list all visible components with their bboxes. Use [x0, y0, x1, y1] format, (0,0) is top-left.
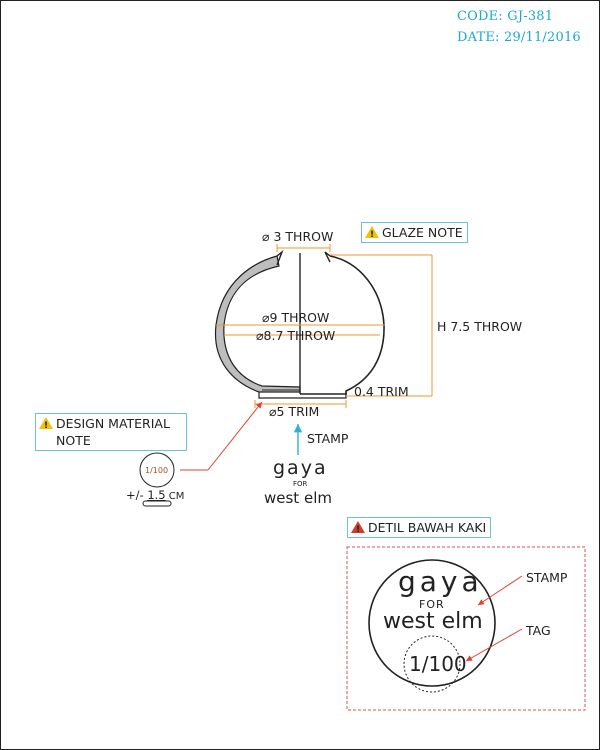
- warning-icon: [39, 417, 53, 435]
- detil-note[interactable]: DETIL BAWAH KAKI: [347, 517, 492, 539]
- tolerance-label: +/- 1.5 CM: [126, 488, 184, 502]
- detail-box: [346, 546, 586, 711]
- detail-tag-leader: [465, 628, 523, 662]
- detail-stamp-leader: [477, 575, 523, 606]
- tolerance-bar: [142, 500, 172, 507]
- vase-neck-left: [276, 249, 284, 266]
- detail-brand-for: FOR: [419, 598, 445, 611]
- design-material-line2: NOTE: [56, 433, 91, 448]
- design-material-note[interactable]: DESIGN MATERIAL NOTE: [35, 413, 187, 451]
- brand-retailer: west elm: [264, 489, 332, 507]
- brand-for: FOR: [293, 480, 308, 488]
- dim-width-throw: ⌀9 THROW: [262, 310, 330, 325]
- tolerance-unit: CM: [165, 491, 185, 502]
- warning-icon: [365, 226, 379, 244]
- dimension-lines: [216, 244, 433, 408]
- dim-height: H 7.5 THROW: [437, 319, 523, 334]
- glaze-note-label: GLAZE NOTE: [382, 225, 463, 240]
- vase-base: [258, 392, 347, 399]
- tolerance-value: 1.5: [147, 488, 166, 502]
- brand-name: gaya: [273, 457, 328, 479]
- vase-neck-right: [324, 251, 331, 263]
- detail-brand-name: gaya: [398, 565, 483, 598]
- detail-foot-circle: [368, 559, 496, 687]
- tolerance-prefix: +/-: [126, 488, 148, 502]
- detail-brand-retailer: west elm: [383, 609, 483, 634]
- small-tag-text: 1/100: [145, 466, 169, 475]
- dim-top-opening: ⌀ 3 THROW: [262, 229, 334, 244]
- small-tag-circle: [139, 452, 175, 488]
- warning-icon: [351, 521, 365, 539]
- glaze-note[interactable]: GLAZE NOTE: [361, 222, 468, 244]
- date-label: DATE: 29/11/2016: [457, 30, 581, 45]
- detail-tag-circle: [403, 635, 461, 693]
- dim-wall-trim: 0.4 TRIM: [354, 384, 409, 399]
- stamp-label: STAMP: [307, 431, 349, 446]
- dim-width-trim: ⌀8.7 THROW: [256, 328, 336, 343]
- detail-tag-label: TAG: [526, 623, 551, 638]
- detail-tag-text: 1/100: [409, 652, 467, 676]
- dim-base: ⌀5 TRIM: [269, 404, 320, 419]
- detail-stamp-label: STAMP: [526, 570, 568, 585]
- detil-note-label: DETIL BAWAH KAKI: [368, 520, 487, 535]
- design-material-line1: DESIGN MATERIAL: [56, 416, 170, 431]
- code-label: CODE: GJ-381: [457, 9, 554, 24]
